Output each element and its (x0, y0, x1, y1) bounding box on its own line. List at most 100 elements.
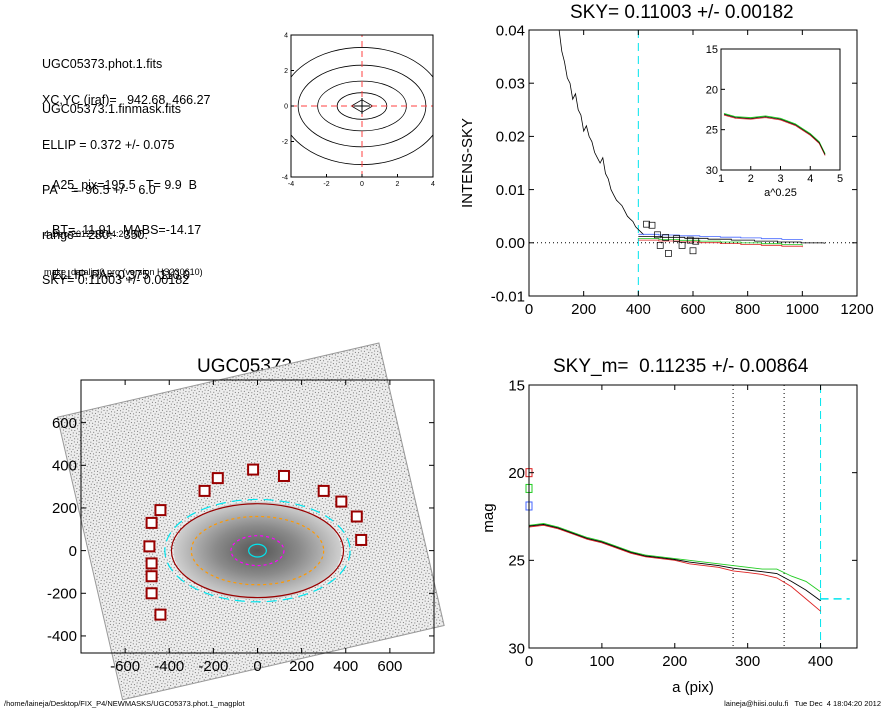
x-tick-label: -600 (110, 658, 140, 675)
x-tick-label: 400 (626, 301, 651, 318)
y-tick-label: 15 (508, 377, 525, 394)
x-tick-label: 800 (735, 301, 760, 318)
x-tick-label: 4 (431, 181, 435, 188)
info-files: UGC05373.phot.1.fits UGC05373.1.finmask.… (42, 27, 181, 132)
mask-box (145, 570, 158, 583)
y-tick-label: 20 (508, 465, 525, 482)
info-line: BT= 11.91 MABS=-14.17 (52, 223, 202, 237)
info-line: SKY= 0.11003 +/- 0.00182 (42, 273, 190, 287)
mask-box (277, 469, 290, 482)
sky-measurement-box (648, 221, 656, 229)
x-tick-label: 600 (377, 658, 402, 675)
x-tick-label: 0 (360, 181, 364, 188)
x-tick-label: 200 (662, 653, 687, 670)
x-tick-label: 0 (525, 301, 533, 318)
mask-box (317, 484, 330, 497)
y-tick-label: 25 (508, 553, 525, 570)
info-line: A25_pix=195.5 T= 9.9 B (52, 178, 198, 192)
y-axis-label: INTENS-SKY (459, 118, 476, 208)
footer-path: /home/laineja/Desktop/FIX_P4/NEWMASKS/UG… (4, 699, 245, 708)
x-tick-label: 400 (333, 658, 358, 675)
x-tick-label: 0 (253, 658, 261, 675)
inset-y-tick-label: 25 (706, 125, 718, 137)
sky-measurement-box (678, 242, 686, 249)
x-tick-label: 200 (289, 658, 314, 675)
sky-step-line (638, 239, 803, 248)
info-line: PA = 96.5 +/- 6.0 (42, 183, 156, 197)
sky-measurement-box (686, 236, 694, 244)
inset-profile-green (723, 113, 826, 155)
x-tick-label: 200 (571, 301, 596, 318)
mag-profile-green (528, 523, 821, 593)
x-tick-label: -400 (154, 658, 184, 675)
y-tick-label: 0.00 (496, 235, 525, 252)
isophote-ellipse (248, 543, 267, 558)
y-tick-label: 0.02 (496, 129, 525, 146)
y-tick-label: 400 (52, 458, 77, 475)
mag-profile-black (528, 523, 821, 602)
x-tick-label: 0 (525, 653, 533, 670)
inset-x-tick-label: 4 (807, 173, 813, 185)
inset-x-tick-label: 3 (777, 173, 783, 185)
x-tick-label: 1000 (786, 301, 819, 318)
y-tick-label: -0.01 (491, 288, 525, 305)
sky-step-line (638, 235, 825, 244)
sky-plot-area (529, 30, 857, 296)
y-tick-label: 0.04 (496, 22, 525, 39)
y-tick-label: 0 (284, 104, 288, 111)
x-tick-label: 1200 (840, 301, 873, 318)
info-date: 4-Dec-2012 18:04:20.00 make_datalist0.pr… (44, 207, 203, 289)
y-tick-label: -4 (282, 175, 288, 182)
y-tick-label: 2 (284, 68, 288, 75)
intensity-profile-line (558, 30, 645, 236)
mask-box (247, 463, 260, 476)
x-tick-label: -200 (198, 658, 228, 675)
info-line: XC,YC (iraf)= 942.68, 466.27 (42, 93, 211, 107)
inset-profile-red (723, 114, 826, 156)
inset-y-tick-label: 20 (706, 84, 718, 96)
y-tick-label: 200 (52, 500, 77, 517)
y-tick-label: -2 (282, 139, 288, 146)
mask-box (198, 484, 211, 497)
x-tick-label: 2 (396, 181, 400, 188)
info-params: A25_pix=195.5 T= 9.9 B BT= 11.91 MABS=-1… (52, 148, 201, 298)
mask-box (154, 504, 167, 517)
info-line: UGC05373.phot.1.fits (42, 57, 163, 71)
inset-y-tick-label: 30 (706, 165, 718, 177)
inset-frame (720, 48, 841, 171)
info-line: ELLIP = 0.372 +/- 0.075 (42, 138, 175, 152)
mask-box (143, 540, 156, 553)
sky-measurement-box (656, 242, 664, 249)
mask-box (335, 495, 348, 508)
inset-y-tick-label: 15 (706, 44, 718, 56)
sky-measurement-box (643, 220, 650, 228)
y-tick-label: -200 (47, 586, 77, 603)
mask-box (145, 557, 158, 570)
mask-box (145, 516, 158, 529)
info-line: ELLIP, PA= 0.375 110.0 (52, 268, 190, 282)
x-tick-label: 400 (808, 653, 833, 670)
isophote-ellipse (170, 503, 345, 599)
x-tick-label: -4 (288, 181, 294, 188)
y-tick-label: 0.03 (496, 75, 525, 92)
inset-profile-black (723, 114, 826, 155)
mask-box (355, 533, 368, 546)
x-tick-label: 100 (589, 653, 614, 670)
sky-step-line (638, 233, 803, 241)
x-axis-label: a (pix) (672, 679, 714, 696)
isophote-ellipse (164, 498, 351, 603)
sky-title: SKY= 0.11003 +/- 0.00182 (570, 2, 794, 23)
sky-measurement-box (692, 237, 700, 245)
sky-measurement-box (654, 231, 661, 239)
sky-step-line (638, 238, 803, 246)
y-tick-label: -400 (47, 628, 77, 645)
mask-box (350, 510, 363, 523)
info-line: 4-Dec-2012 18:04:20.00 (44, 229, 142, 239)
isophote-ellipse (230, 535, 285, 567)
x-tick-label: 600 (680, 301, 705, 318)
isophote-ellipse (190, 515, 325, 586)
